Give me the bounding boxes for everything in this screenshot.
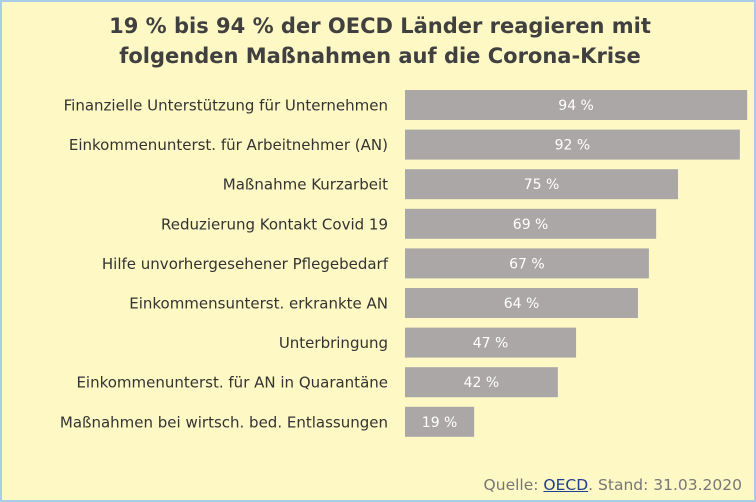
category-label: Reduzierung Kontakt Covid 19	[161, 215, 388, 233]
bar	[405, 129, 740, 160]
category-label: Einkommenunterst. für Arbeitnehmer (AN)	[69, 136, 388, 154]
source-suffix: . Stand: 31.03.2020	[588, 476, 742, 494]
bar	[405, 248, 649, 279]
bar	[405, 169, 678, 200]
value-label: 75 %	[524, 177, 560, 193]
source: Quelle: OECD. Stand: 31.03.2020	[484, 476, 742, 494]
category-label: Hilfe unvorhergesehener Pflegebedarf	[102, 255, 389, 273]
value-label: 69 %	[513, 217, 549, 233]
bar	[405, 288, 638, 318]
category-label: Unterbringung	[279, 334, 388, 352]
value-label: 67 %	[509, 256, 545, 272]
category-label: Maßnahmen bei wirtsch. bed. Entlassungen	[60, 413, 388, 431]
category-label: Finanzielle Unterstützung für Unternehme…	[64, 97, 388, 115]
bar	[405, 208, 657, 239]
bar	[405, 90, 748, 120]
value-label: 42 %	[464, 375, 500, 391]
category-label: Maßnahme Kurzarbeit	[223, 176, 388, 194]
category-label: Einkommensunterst. erkrankte AN	[129, 295, 388, 313]
category-label: Einkommenunterst. für AN in Quarantäne	[76, 374, 388, 392]
value-label: 92 %	[555, 138, 591, 154]
bar	[405, 327, 577, 358]
bar	[405, 406, 475, 437]
value-label: 94 %	[558, 98, 594, 114]
source-link[interactable]: OECD	[543, 476, 589, 494]
chart-title: 19 % bis 94 % der OECD Länder reagieren …	[109, 14, 651, 38]
bar	[405, 367, 558, 398]
source-prefix: Quelle:	[483, 476, 544, 494]
value-label: 19 %	[422, 415, 458, 431]
value-label: 64 %	[504, 296, 540, 312]
chart-title: folgenden Maßnahmen auf die Corona-Krise	[119, 44, 641, 68]
value-label: 47 %	[473, 336, 509, 352]
